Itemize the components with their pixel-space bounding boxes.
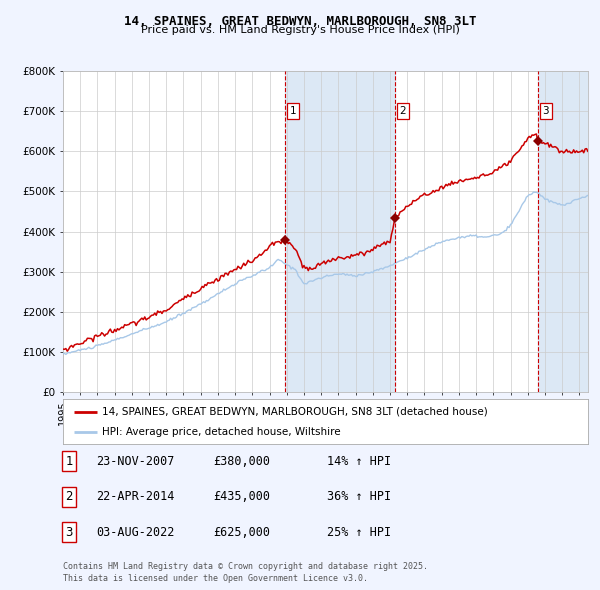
Text: 23-NOV-2007: 23-NOV-2007 — [96, 455, 175, 468]
Text: 14% ↑ HPI: 14% ↑ HPI — [327, 455, 391, 468]
Bar — [538, 71, 588, 392]
Bar — [285, 71, 395, 392]
Text: 1: 1 — [289, 106, 296, 116]
Text: 14, SPAINES, GREAT BEDWYN, MARLBOROUGH, SN8 3LT: 14, SPAINES, GREAT BEDWYN, MARLBOROUGH, … — [124, 15, 476, 28]
Text: 1: 1 — [65, 455, 73, 468]
Text: This data is licensed under the Open Government Licence v3.0.: This data is licensed under the Open Gov… — [63, 574, 368, 583]
Text: £435,000: £435,000 — [213, 490, 270, 503]
Text: Price paid vs. HM Land Registry's House Price Index (HPI): Price paid vs. HM Land Registry's House … — [140, 25, 460, 35]
Text: 22-APR-2014: 22-APR-2014 — [96, 490, 175, 503]
Text: 2: 2 — [65, 490, 73, 503]
Text: 14, SPAINES, GREAT BEDWYN, MARLBOROUGH, SN8 3LT (detached house): 14, SPAINES, GREAT BEDWYN, MARLBOROUGH, … — [103, 407, 488, 417]
Text: 25% ↑ HPI: 25% ↑ HPI — [327, 526, 391, 539]
Text: Contains HM Land Registry data © Crown copyright and database right 2025.: Contains HM Land Registry data © Crown c… — [63, 562, 428, 571]
Text: £380,000: £380,000 — [213, 455, 270, 468]
Text: HPI: Average price, detached house, Wiltshire: HPI: Average price, detached house, Wilt… — [103, 427, 341, 437]
Text: 2: 2 — [400, 106, 406, 116]
Text: £625,000: £625,000 — [213, 526, 270, 539]
Text: 36% ↑ HPI: 36% ↑ HPI — [327, 490, 391, 503]
Text: 3: 3 — [542, 106, 549, 116]
Text: 3: 3 — [65, 526, 73, 539]
Text: 03-AUG-2022: 03-AUG-2022 — [96, 526, 175, 539]
